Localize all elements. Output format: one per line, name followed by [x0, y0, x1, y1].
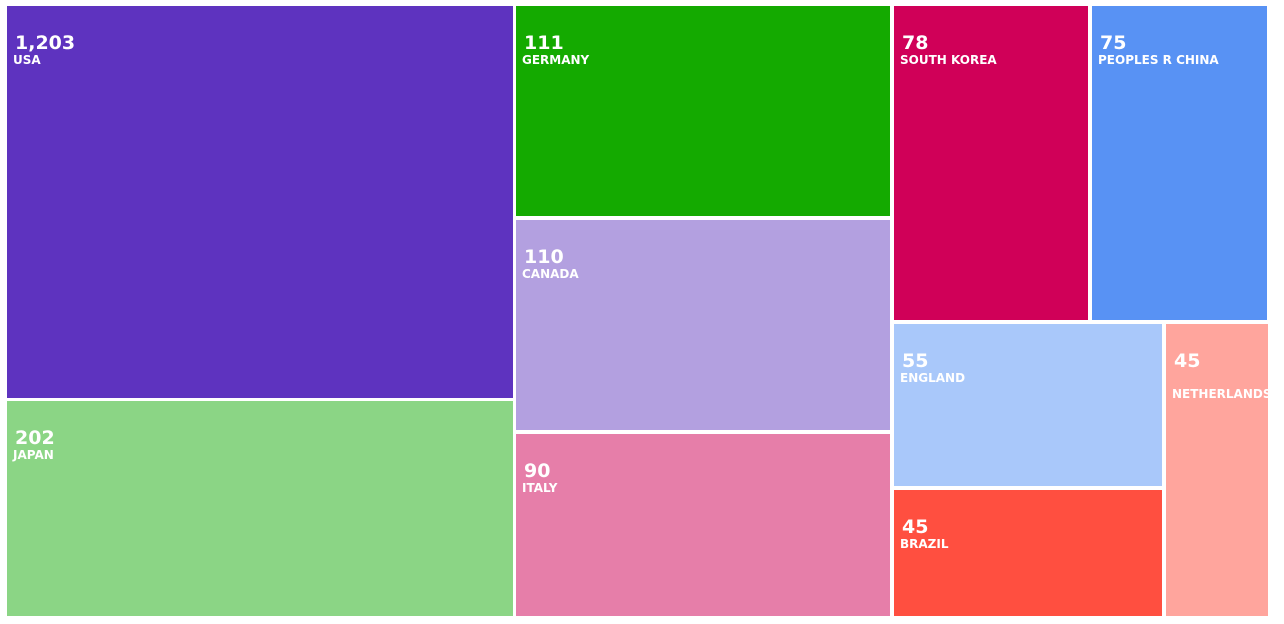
- value-label: 202: [15, 427, 55, 449]
- tile-label: ENGLAND: [900, 371, 965, 385]
- tile: [894, 490, 1162, 616]
- tile-label: GERMANY: [522, 53, 590, 67]
- tile-label: CANADA: [522, 267, 579, 281]
- value-label: 75: [1100, 32, 1126, 54]
- tile: [7, 401, 513, 616]
- tile: [894, 324, 1162, 486]
- tile-label: USA: [13, 53, 41, 67]
- tile-label: NETHERLANDS: [1172, 387, 1272, 401]
- value-label: 111: [524, 32, 564, 54]
- value-label: 45: [902, 516, 928, 538]
- tile: [516, 6, 890, 216]
- tile: [516, 434, 890, 616]
- tile-label: BRAZIL: [900, 537, 949, 551]
- tile: [1166, 324, 1268, 616]
- value-label: 110: [524, 246, 564, 268]
- value-label: 90: [524, 460, 550, 482]
- value-label: 45: [1174, 350, 1200, 372]
- tile-label: PEOPLES R CHINA: [1098, 53, 1219, 67]
- value-label: 1,203: [15, 32, 75, 54]
- tile-label: JAPAN: [12, 448, 54, 462]
- tile: [516, 220, 890, 430]
- tile: [1092, 6, 1267, 320]
- tile-label: SOUTH KOREA: [900, 53, 997, 67]
- value-label: 55: [902, 350, 928, 372]
- tile: [7, 6, 513, 398]
- value-label: 78: [902, 32, 928, 54]
- tile: [894, 6, 1088, 320]
- tile-label: ITALY: [522, 481, 558, 495]
